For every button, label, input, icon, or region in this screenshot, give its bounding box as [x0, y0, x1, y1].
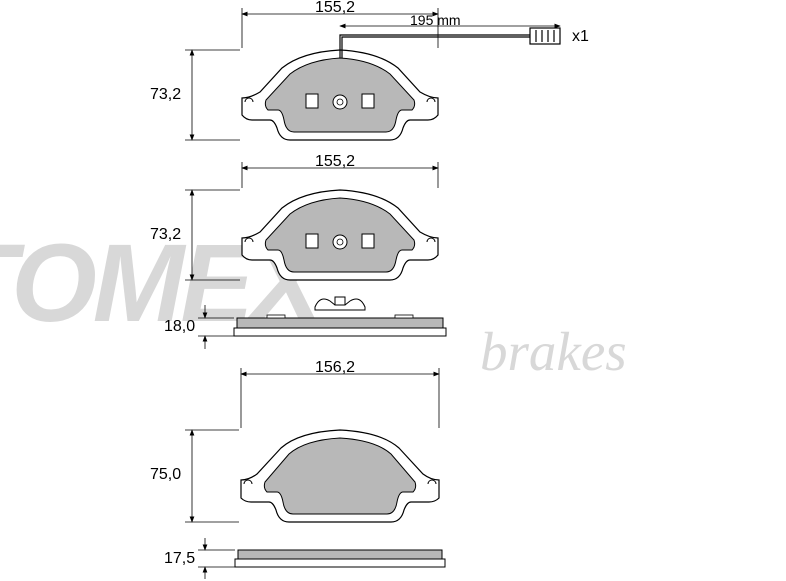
- dim-top-height: 73,2: [150, 86, 181, 104]
- brake-pad-3: [241, 430, 439, 522]
- wire-sensor: [340, 28, 560, 58]
- diagram-svg: [0, 0, 786, 581]
- dims-thick2: [198, 538, 235, 579]
- thickness-1: [234, 315, 446, 336]
- dim-top-width: 155,2: [315, 0, 355, 17]
- technical-diagram: 155,2 195 mm 73,2 155,2 73,2 18,0 156,2 …: [0, 0, 786, 581]
- clip: [315, 297, 365, 310]
- dim-bottom-width: 156,2: [315, 359, 355, 377]
- dim-thickness-1: 18,0: [164, 318, 195, 336]
- dim-mid-height: 73,2: [150, 226, 181, 244]
- dim-mid-width: 155,2: [315, 153, 355, 171]
- dim-thickness-2: 17,5: [164, 550, 195, 568]
- dim-bottom-height: 75,0: [150, 466, 181, 484]
- brake-pad-1: [242, 50, 438, 140]
- brake-pad-2: [242, 190, 438, 280]
- thickness-2: [235, 550, 445, 567]
- dims-thick1: [198, 305, 234, 349]
- dim-wire-length: 195 mm: [410, 12, 461, 28]
- multiplier-label: x1: [572, 28, 589, 46]
